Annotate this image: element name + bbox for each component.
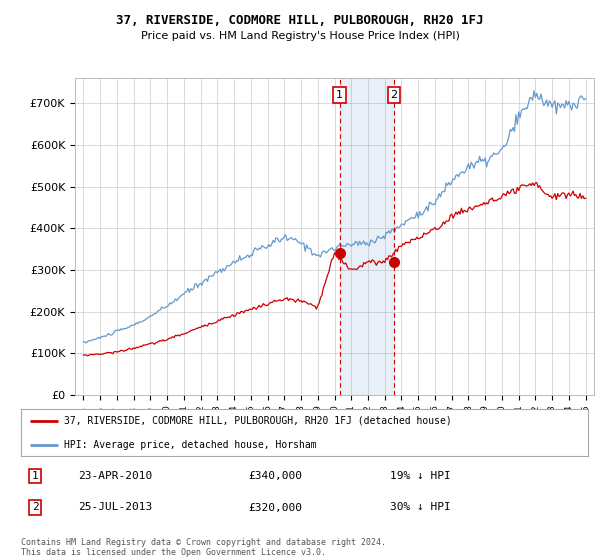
Text: 30% ↓ HPI: 30% ↓ HPI: [389, 502, 450, 512]
Text: HPI: Average price, detached house, Horsham: HPI: Average price, detached house, Hors…: [64, 440, 316, 450]
Text: 37, RIVERSIDE, CODMORE HILL, PULBOROUGH, RH20 1FJ: 37, RIVERSIDE, CODMORE HILL, PULBOROUGH,…: [116, 14, 484, 27]
Text: 37, RIVERSIDE, CODMORE HILL, PULBOROUGH, RH20 1FJ (detached house): 37, RIVERSIDE, CODMORE HILL, PULBOROUGH,…: [64, 416, 451, 426]
Text: 19% ↓ HPI: 19% ↓ HPI: [389, 471, 450, 481]
Text: 2: 2: [32, 502, 38, 512]
Bar: [340, 78, 394, 395]
Text: 2: 2: [391, 90, 397, 100]
Text: 23-APR-2010: 23-APR-2010: [78, 471, 152, 481]
Text: £340,000: £340,000: [248, 471, 302, 481]
Text: £320,000: £320,000: [248, 502, 302, 512]
Text: Price paid vs. HM Land Registry's House Price Index (HPI): Price paid vs. HM Land Registry's House …: [140, 31, 460, 41]
Text: 1: 1: [32, 471, 38, 481]
Text: Contains HM Land Registry data © Crown copyright and database right 2024.
This d: Contains HM Land Registry data © Crown c…: [21, 538, 386, 557]
Text: 1: 1: [336, 90, 343, 100]
Text: 25-JUL-2013: 25-JUL-2013: [78, 502, 152, 512]
